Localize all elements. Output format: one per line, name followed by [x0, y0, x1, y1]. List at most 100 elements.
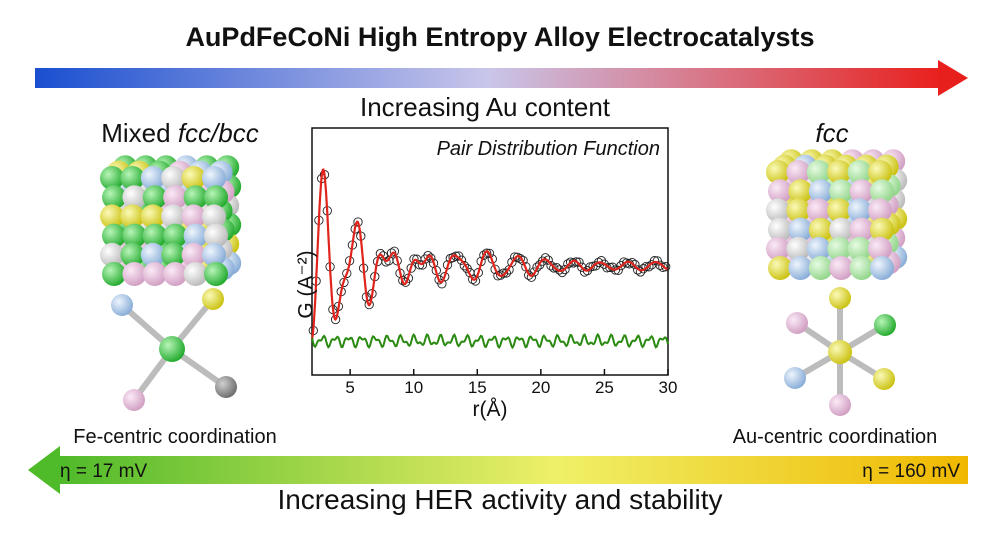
data-point — [515, 254, 525, 264]
data-point — [605, 262, 615, 273]
increasing-au-label: Increasing Au content — [359, 92, 611, 122]
atom — [100, 166, 124, 190]
data-point — [501, 268, 511, 278]
atom — [120, 204, 145, 229]
left-atom-cluster — [100, 155, 242, 286]
data-point — [635, 267, 646, 277]
atom — [847, 160, 872, 184]
her-activity-label: Increasing HER activity and stability — [277, 484, 723, 515]
overpotential-right: η = 160 mV — [862, 461, 960, 482]
atom — [181, 242, 206, 267]
atom — [870, 256, 894, 280]
atom — [183, 185, 208, 210]
left-phase-italic: fcc/bcc — [177, 118, 259, 148]
atom — [786, 236, 811, 261]
left-phase-prefix: Mixed — [101, 118, 178, 148]
atom — [847, 236, 872, 261]
atom — [163, 262, 188, 286]
atom — [142, 223, 167, 248]
data-point — [423, 250, 433, 261]
atom — [120, 166, 145, 190]
bottom-gradient-arrow — [28, 446, 968, 494]
data-point — [479, 250, 489, 260]
data-point — [507, 257, 517, 267]
atom — [788, 256, 813, 280]
atom — [766, 160, 790, 184]
atom — [808, 217, 833, 242]
pdf-chart — [308, 127, 671, 376]
data-point — [560, 264, 570, 275]
atom — [120, 242, 145, 267]
atom — [868, 160, 892, 184]
data-point — [579, 267, 590, 277]
data-point — [655, 260, 665, 270]
x-axis-label: r(Å) — [472, 398, 508, 421]
data-point — [490, 264, 500, 274]
data-point — [342, 268, 352, 279]
atom — [204, 185, 228, 210]
data-point — [518, 255, 528, 266]
atom — [768, 256, 792, 280]
data-point — [649, 256, 660, 266]
atom — [181, 166, 206, 190]
data-point — [498, 268, 509, 278]
au-centric-coordination-label: Au-centric coordination — [732, 426, 938, 448]
data-point — [473, 268, 483, 278]
data-point — [549, 263, 559, 273]
atom — [829, 179, 854, 204]
overpotential-left: η = 17 mV — [60, 461, 148, 482]
atom — [100, 204, 124, 229]
atom — [806, 236, 831, 261]
atom — [183, 223, 208, 248]
data-point — [557, 267, 567, 278]
atom — [827, 198, 852, 223]
data-point — [574, 257, 584, 267]
atom — [806, 198, 831, 223]
data-point — [330, 314, 341, 325]
data-point — [459, 261, 469, 271]
data-point — [630, 259, 640, 270]
data-point — [526, 272, 537, 282]
x-tick-label: 30 — [658, 378, 678, 397]
atom — [768, 179, 792, 204]
atom — [202, 242, 226, 267]
atom — [161, 242, 186, 267]
atom — [870, 179, 894, 204]
fe-centric-coordination-label: Fe-centric coordination — [73, 426, 277, 448]
atom — [788, 217, 813, 242]
fe-centric-coordination-model — [111, 288, 237, 411]
atom — [768, 217, 792, 242]
left-phase-label: Mixed fcc/bcc — [60, 118, 300, 149]
atom — [122, 223, 147, 248]
x-tick-label: 15 — [467, 378, 487, 397]
atom — [786, 160, 811, 184]
atom — [204, 262, 228, 286]
atom — [766, 198, 790, 223]
atom — [102, 185, 126, 210]
atom — [161, 204, 186, 229]
atom — [102, 262, 126, 286]
atom — [849, 179, 874, 204]
atom — [161, 166, 186, 190]
x-tick-label: 5 — [345, 378, 355, 397]
atom — [142, 185, 167, 210]
atom — [870, 217, 894, 242]
data-point — [468, 274, 478, 284]
data-point — [596, 256, 607, 266]
atom — [140, 242, 165, 267]
atom — [183, 262, 208, 286]
atom — [204, 223, 228, 248]
atom — [202, 204, 226, 229]
atom — [849, 217, 874, 242]
data-point — [546, 261, 556, 271]
data-point — [641, 261, 651, 272]
x-tick-label: 20 — [531, 378, 551, 397]
data-point — [482, 248, 492, 258]
right-atom-cluster — [766, 149, 908, 280]
data-point — [420, 254, 430, 264]
top-gradient-arrow — [35, 60, 968, 96]
data-point — [563, 259, 573, 269]
x-axis-ticks — [349, 369, 669, 375]
atom — [122, 185, 147, 210]
